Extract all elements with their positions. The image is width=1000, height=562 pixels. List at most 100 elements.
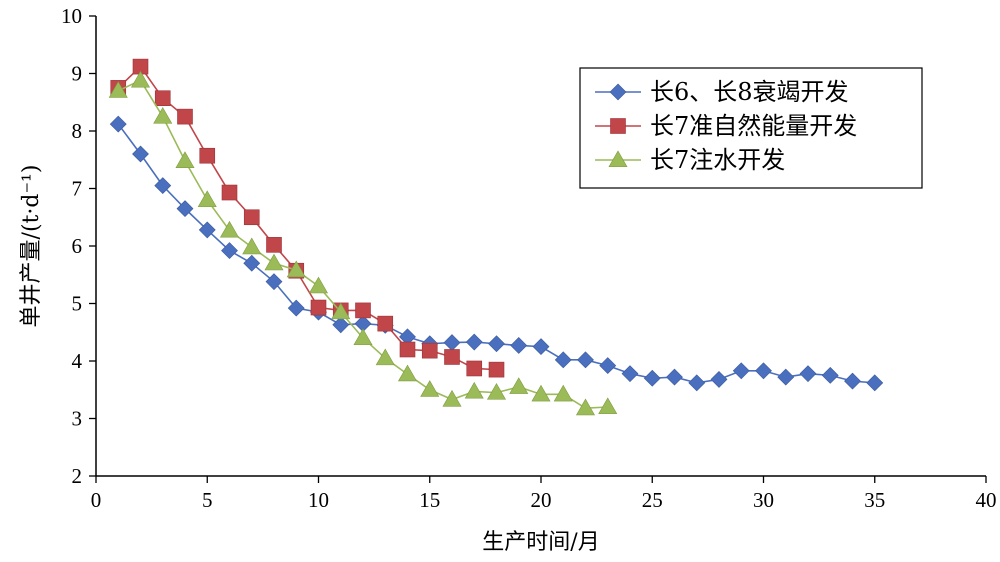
data-point <box>175 151 195 168</box>
data-point <box>242 237 262 255</box>
legend-entry: 长6、长8衰竭开发 <box>595 78 849 106</box>
y-tick-label: 8 <box>72 119 83 143</box>
data-point <box>488 335 505 353</box>
data-point <box>666 368 683 386</box>
data-point <box>265 273 283 291</box>
data-point <box>866 374 884 392</box>
data-point <box>221 184 238 201</box>
data-point <box>108 81 128 98</box>
data-point <box>554 351 572 369</box>
data-point <box>598 397 618 415</box>
data-point <box>732 362 750 380</box>
data-point <box>553 384 573 402</box>
data-point <box>844 372 861 390</box>
data-point <box>486 383 507 400</box>
y-tick-label: 9 <box>72 62 83 86</box>
series-line <box>117 65 497 371</box>
legend-label: 长6、长8衰竭开发 <box>650 78 849 106</box>
data-point <box>286 260 306 278</box>
data-point <box>176 200 194 218</box>
data-point <box>510 337 528 354</box>
data-point <box>287 299 305 317</box>
data-point <box>130 70 151 88</box>
series-layer <box>108 58 884 416</box>
data-point <box>377 315 394 332</box>
y-tick-label: 6 <box>72 234 83 258</box>
data-point <box>509 377 529 394</box>
legend-marker <box>608 150 628 168</box>
data-point <box>109 115 127 133</box>
x-tick-label: 35 <box>864 488 885 512</box>
data-point <box>777 368 795 386</box>
data-point <box>643 369 661 387</box>
data-point <box>153 107 173 124</box>
x-tick-label: 25 <box>642 488 663 512</box>
y-axis-title: 单井产量/(t·d⁻¹) <box>19 165 44 328</box>
series-2 <box>110 58 505 378</box>
data-point <box>221 242 238 260</box>
data-point <box>575 398 596 416</box>
legend-entry: 长7注水开发 <box>595 146 785 174</box>
x-tick-label: 15 <box>419 488 440 512</box>
data-point <box>465 333 483 351</box>
data-point <box>710 370 728 388</box>
legend-label: 长7注水开发 <box>650 146 785 174</box>
data-point <box>466 360 483 377</box>
series-3 <box>108 70 618 416</box>
data-point <box>397 364 418 382</box>
legend-entry: 长7准自然能量开发 <box>595 112 857 140</box>
data-point <box>821 366 839 384</box>
y-tick-label: 3 <box>72 407 83 431</box>
data-point <box>198 221 216 239</box>
y-tick-label: 5 <box>72 292 83 316</box>
x-tick-label: 40 <box>976 488 997 512</box>
y-tick-label: 2 <box>72 464 83 488</box>
data-point <box>154 177 172 195</box>
data-point <box>197 190 217 208</box>
data-point <box>219 220 240 238</box>
data-point <box>353 328 373 346</box>
data-point <box>799 365 817 383</box>
data-point <box>154 90 171 107</box>
y-tick-label: 7 <box>72 177 83 201</box>
data-point <box>243 254 261 272</box>
data-point <box>488 361 505 378</box>
legend-marker <box>609 83 627 101</box>
data-point <box>577 351 594 369</box>
x-tick-label: 30 <box>753 488 774 512</box>
data-point <box>599 357 617 375</box>
x-tick-label: 20 <box>531 488 552 512</box>
data-point <box>331 302 351 320</box>
y-tick-label: 10 <box>61 4 82 28</box>
data-point <box>688 374 706 392</box>
x-tick-label: 10 <box>308 488 329 512</box>
data-point <box>444 349 460 365</box>
data-point <box>266 237 282 253</box>
data-point <box>464 381 484 399</box>
data-point <box>132 145 149 163</box>
data-point <box>264 253 284 271</box>
data-point <box>332 316 350 334</box>
data-point <box>399 341 416 358</box>
data-point <box>755 362 772 380</box>
data-point <box>243 209 260 226</box>
data-point <box>199 147 216 164</box>
x-tick-label: 5 <box>202 488 213 512</box>
x-axis-title: 生产时间/月 <box>482 530 599 555</box>
data-point <box>420 380 440 397</box>
x-tick-label: 0 <box>91 488 102 512</box>
data-point <box>310 299 327 316</box>
data-point <box>532 338 550 356</box>
legend-box <box>579 67 923 189</box>
data-point <box>442 389 462 407</box>
legend-marker <box>610 118 626 134</box>
data-point <box>531 384 551 402</box>
data-point <box>355 302 371 319</box>
data-point <box>177 108 193 125</box>
data-point <box>421 342 438 359</box>
data-point <box>621 365 639 383</box>
ticks: 0 5 10 15 20 25 30 35 40 2 3 4 5 6 7 8 9 10 <box>61 4 997 512</box>
legend-label: 长7准自然能量开发 <box>650 112 857 140</box>
